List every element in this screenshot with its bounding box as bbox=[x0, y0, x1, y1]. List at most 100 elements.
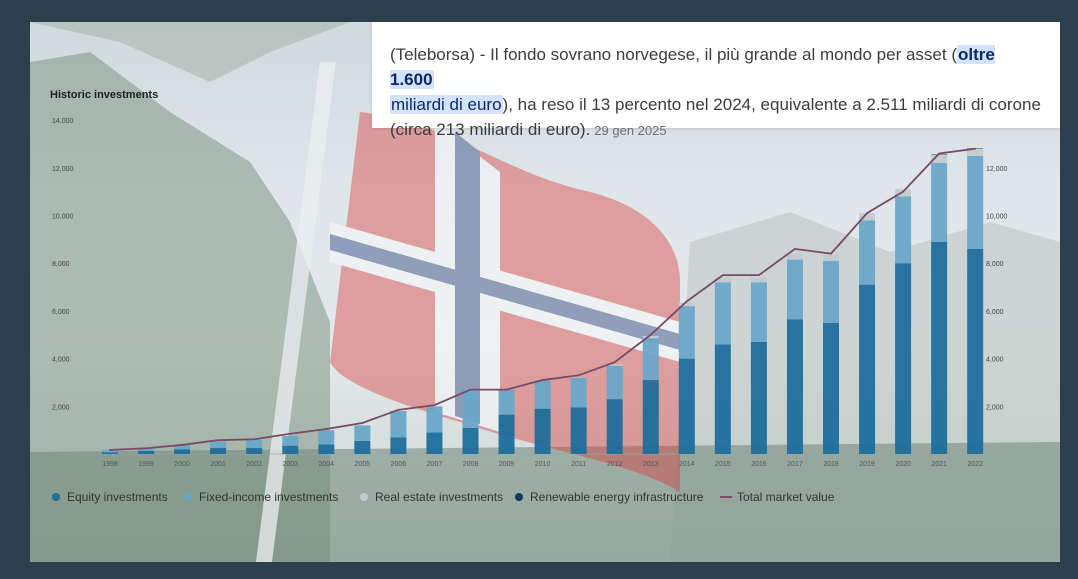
x-tick-label: 2004 bbox=[319, 461, 335, 468]
x-tick-label: 2017 bbox=[787, 461, 803, 468]
bar-segment-fixed-income-investments bbox=[174, 444, 191, 450]
bar-segment-equity-investments bbox=[714, 344, 731, 454]
total-market-value-point bbox=[938, 152, 941, 155]
bar-segment-fixed-income-investments bbox=[750, 282, 767, 342]
bar-segment-fixed-income-investments bbox=[570, 377, 587, 408]
total-market-value-point bbox=[830, 252, 832, 255]
bar-segment-fixed-income-investments bbox=[714, 282, 731, 345]
bar-segment-equity-investments bbox=[678, 358, 695, 454]
y-tick-left-label: 12,000 bbox=[52, 166, 74, 173]
bar-segment-fixed-income-investments bbox=[462, 389, 479, 428]
legend-marker bbox=[52, 493, 60, 501]
bar-segment-fixed-income-investments bbox=[642, 338, 659, 381]
bar-segment-equity-investments bbox=[138, 450, 155, 454]
background-photo bbox=[30, 22, 1060, 562]
legend-marker bbox=[184, 493, 192, 501]
x-tick-label: 2021 bbox=[931, 461, 947, 468]
y-tick-left-label: 14,000 bbox=[52, 118, 74, 125]
total-market-value-point bbox=[794, 247, 796, 250]
y-tick-left-label: 4,000 bbox=[52, 357, 70, 364]
total-market-value-point bbox=[109, 449, 111, 451]
total-market-value-point bbox=[541, 379, 544, 381]
y-tick-right-label: 4,000 bbox=[986, 357, 1004, 364]
x-tick-label: 2019 bbox=[859, 461, 875, 468]
x-tick-label: 2009 bbox=[499, 461, 515, 468]
x-axis-labels: 1998 1999 2000 2001 2002 2003 2004 2005 2006 2007… bbox=[102, 461, 983, 468]
bar-segment-equity-investments bbox=[102, 452, 118, 454]
bar-segment-equity-investments bbox=[895, 263, 912, 454]
total-market-value-point bbox=[469, 388, 472, 391]
y-tick-left-label: 6,000 bbox=[52, 309, 70, 316]
bar-segment-fixed-income-investments bbox=[606, 365, 623, 400]
bar-segment-equity-investments bbox=[642, 380, 659, 454]
bar-segment-real-estate-investments bbox=[931, 154, 948, 164]
legend-label: Real estate investments bbox=[375, 490, 503, 504]
bar-segment-fixed-income-investments bbox=[498, 389, 515, 415]
bars bbox=[102, 148, 984, 454]
bar-segment-fixed-income-investments bbox=[931, 163, 948, 242]
total-market-value-point bbox=[866, 212, 868, 215]
x-tick-label: 2012 bbox=[607, 461, 623, 468]
total-market-value-point bbox=[505, 388, 508, 391]
bar-segment-real-estate-investments bbox=[967, 148, 984, 156]
total-market-value-point bbox=[181, 444, 184, 446]
bar-segment-equity-investments bbox=[967, 248, 984, 454]
x-tick-label: 2005 bbox=[355, 461, 371, 468]
bar-segment-real-estate-investments bbox=[823, 254, 839, 261]
bar-segment-real-estate-investments bbox=[859, 213, 876, 221]
x-tick-label: 2015 bbox=[715, 461, 731, 468]
bar-segment-fixed-income-investments bbox=[823, 260, 839, 323]
bar-segment-fixed-income-investments bbox=[859, 220, 876, 285]
bar-segment-fixed-income-investments bbox=[967, 155, 984, 249]
x-tick-label: 2022 bbox=[967, 461, 983, 468]
y-tick-left-label: 8,000 bbox=[52, 261, 70, 268]
bar-segment-equity-investments bbox=[606, 399, 623, 454]
total-market-value-point bbox=[361, 422, 364, 424]
bar-segment-fixed-income-investments bbox=[354, 425, 371, 441]
bar-segment-real-estate-investments bbox=[642, 335, 659, 339]
x-tick-label: 2001 bbox=[210, 461, 226, 468]
news-snippet: (Teleborsa) - Il fondo sovrano norvegese… bbox=[372, 22, 1060, 139]
mountain-left bbox=[30, 52, 330, 562]
total-market-value-point bbox=[433, 404, 436, 407]
bar-segment-fixed-income-investments bbox=[426, 406, 443, 433]
y-axis-left: 2,000 4,000 6,000 8,000 10,000 12,000 14,000 bbox=[52, 118, 74, 411]
y-axis-right: 2,000 4,000 6,000 8,000 10,000 12,000 bbox=[986, 166, 1008, 411]
x-tick-label: 2010 bbox=[535, 461, 551, 468]
legend-label: Total market value bbox=[737, 490, 835, 504]
news-date: 29 gen 2025 bbox=[594, 123, 667, 138]
bar-segment-equity-investments bbox=[786, 319, 803, 454]
total-market-value-point bbox=[974, 147, 977, 150]
foreground-hills bbox=[30, 442, 1060, 562]
bar-segment-equity-investments bbox=[246, 448, 263, 454]
news-text: (Teleborsa) - Il fondo sovrano norvegese… bbox=[372, 22, 1060, 143]
bar-segment-equity-investments bbox=[534, 408, 551, 454]
total-market-value-point bbox=[217, 439, 220, 442]
total-market-value-point bbox=[145, 447, 147, 450]
x-tick-label: 1999 bbox=[138, 461, 154, 468]
legend-marker bbox=[360, 493, 368, 501]
mountain-shape bbox=[30, 22, 350, 82]
bar-segment-fixed-income-investments bbox=[318, 430, 335, 445]
bar-segment-fixed-income-investments bbox=[282, 436, 299, 446]
stacked-bar-chart: Historic investments 2,000 4,000 6,000 8,00… bbox=[50, 89, 1008, 504]
x-tick-label: 2000 bbox=[174, 461, 190, 468]
bar-segment-equity-investments bbox=[174, 449, 191, 454]
bar-segment-equity-investments bbox=[498, 414, 515, 454]
total-market-value-point bbox=[685, 300, 688, 303]
total-market-value-point bbox=[721, 274, 724, 277]
news-part1: (Teleborsa) - Il fondo sovrano norvegese… bbox=[390, 45, 957, 64]
bar-segment-equity-investments bbox=[750, 341, 767, 454]
total-market-value-point bbox=[649, 333, 652, 336]
y-tick-right-label: 12,000 bbox=[986, 166, 1008, 173]
bar-segment-real-estate-investments bbox=[606, 364, 623, 366]
bar-segment-fixed-income-investments bbox=[138, 448, 155, 451]
legend-label: Equity investments bbox=[67, 490, 168, 504]
bar-segment-equity-investments bbox=[390, 437, 407, 454]
bar-segment-fixed-income-investments bbox=[390, 411, 407, 438]
bar-segment-equity-investments bbox=[426, 432, 443, 454]
y-tick-right-label: 2,000 bbox=[986, 404, 1004, 411]
bar-segment-equity-investments bbox=[462, 427, 479, 454]
total-market-value-point bbox=[397, 408, 400, 411]
